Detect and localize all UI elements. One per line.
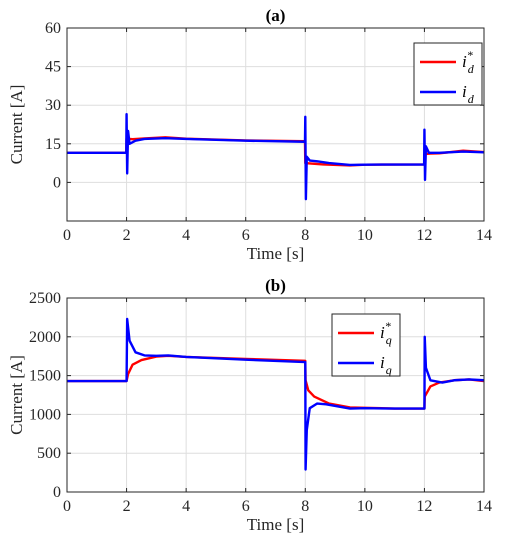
legend-symbol: i: [380, 353, 385, 372]
x-tick-label: 10: [357, 498, 373, 515]
y-tick-label: 15: [45, 136, 61, 153]
x-tick-label: 2: [123, 227, 131, 244]
y-tick-label: 45: [45, 59, 61, 76]
y-tick-label: 0: [53, 484, 61, 501]
legend-entry: i* d: [462, 48, 475, 76]
series-line-reference: [67, 354, 484, 410]
legend-entry: iq: [380, 353, 392, 377]
legend-superscript: *: [385, 319, 391, 333]
axes-frame: [66, 27, 485, 222]
y-tick-label: 2000: [29, 329, 61, 346]
legend-subscript: q: [386, 333, 392, 347]
y-axis-label: Current [A]: [7, 355, 26, 435]
y-tick-label: 500: [37, 445, 61, 462]
y-axis-label: Current [A]: [7, 85, 26, 165]
x-tick-label: 6: [242, 227, 250, 244]
legend-symbol: i: [462, 52, 467, 71]
y-tick-label: 60: [45, 20, 61, 37]
legend-subscript: q: [386, 363, 392, 377]
x-tick-label: 12: [416, 227, 432, 244]
legend-box: [413, 42, 483, 106]
legend-symbol: i: [380, 323, 385, 342]
y-tick-label: 0: [53, 174, 61, 191]
series-line-actual: [67, 317, 484, 471]
chart-title: (b): [265, 276, 286, 295]
x-tick-label: 10: [357, 227, 373, 244]
series-line-actual: [67, 113, 484, 201]
legend-box: [331, 313, 401, 377]
x-tick-label: 14: [476, 498, 492, 515]
x-axis-label: Time [s]: [247, 244, 304, 263]
legend: i* did: [413, 42, 483, 106]
x-tick-label: 2: [123, 498, 131, 515]
x-tick-label: 0: [63, 227, 71, 244]
legend-subscript: d: [468, 92, 475, 106]
x-axis-label: Time [s]: [247, 515, 304, 534]
y-tick-label: 1000: [29, 406, 61, 423]
legend-subscript: d: [468, 62, 475, 76]
panel-a: 0 2 4 6 8 10 12 14 0 15 30 45 60 (a) Time [s] Current […: [7, 6, 492, 263]
legend-superscript: *: [467, 48, 473, 62]
x-tick-label: 8: [301, 227, 309, 244]
x-tick-label: 8: [301, 498, 309, 515]
y-tick-label: 1500: [29, 368, 61, 385]
chart-title: (a): [266, 6, 286, 25]
x-tick-label: 4: [182, 498, 190, 515]
x-tick-label: 6: [242, 498, 250, 515]
legend-entry: i* q: [380, 319, 392, 347]
x-tick-label: 0: [63, 498, 71, 515]
y-tick-label: 30: [45, 97, 61, 114]
legend: i* qiq: [331, 313, 401, 377]
panel-b: 0 2 4 6 8 10 12 14 0 500 1000 1500 2000 2500 (b) Time […: [7, 276, 492, 534]
y-tick-label: 2500: [29, 290, 61, 307]
x-tick-label: 4: [182, 227, 190, 244]
x-tick-label: 12: [416, 498, 432, 515]
legend-entry: id: [462, 82, 475, 106]
legend-symbol: i: [462, 82, 467, 101]
x-tick-label: 14: [476, 227, 492, 244]
axes-frame: [66, 297, 485, 493]
